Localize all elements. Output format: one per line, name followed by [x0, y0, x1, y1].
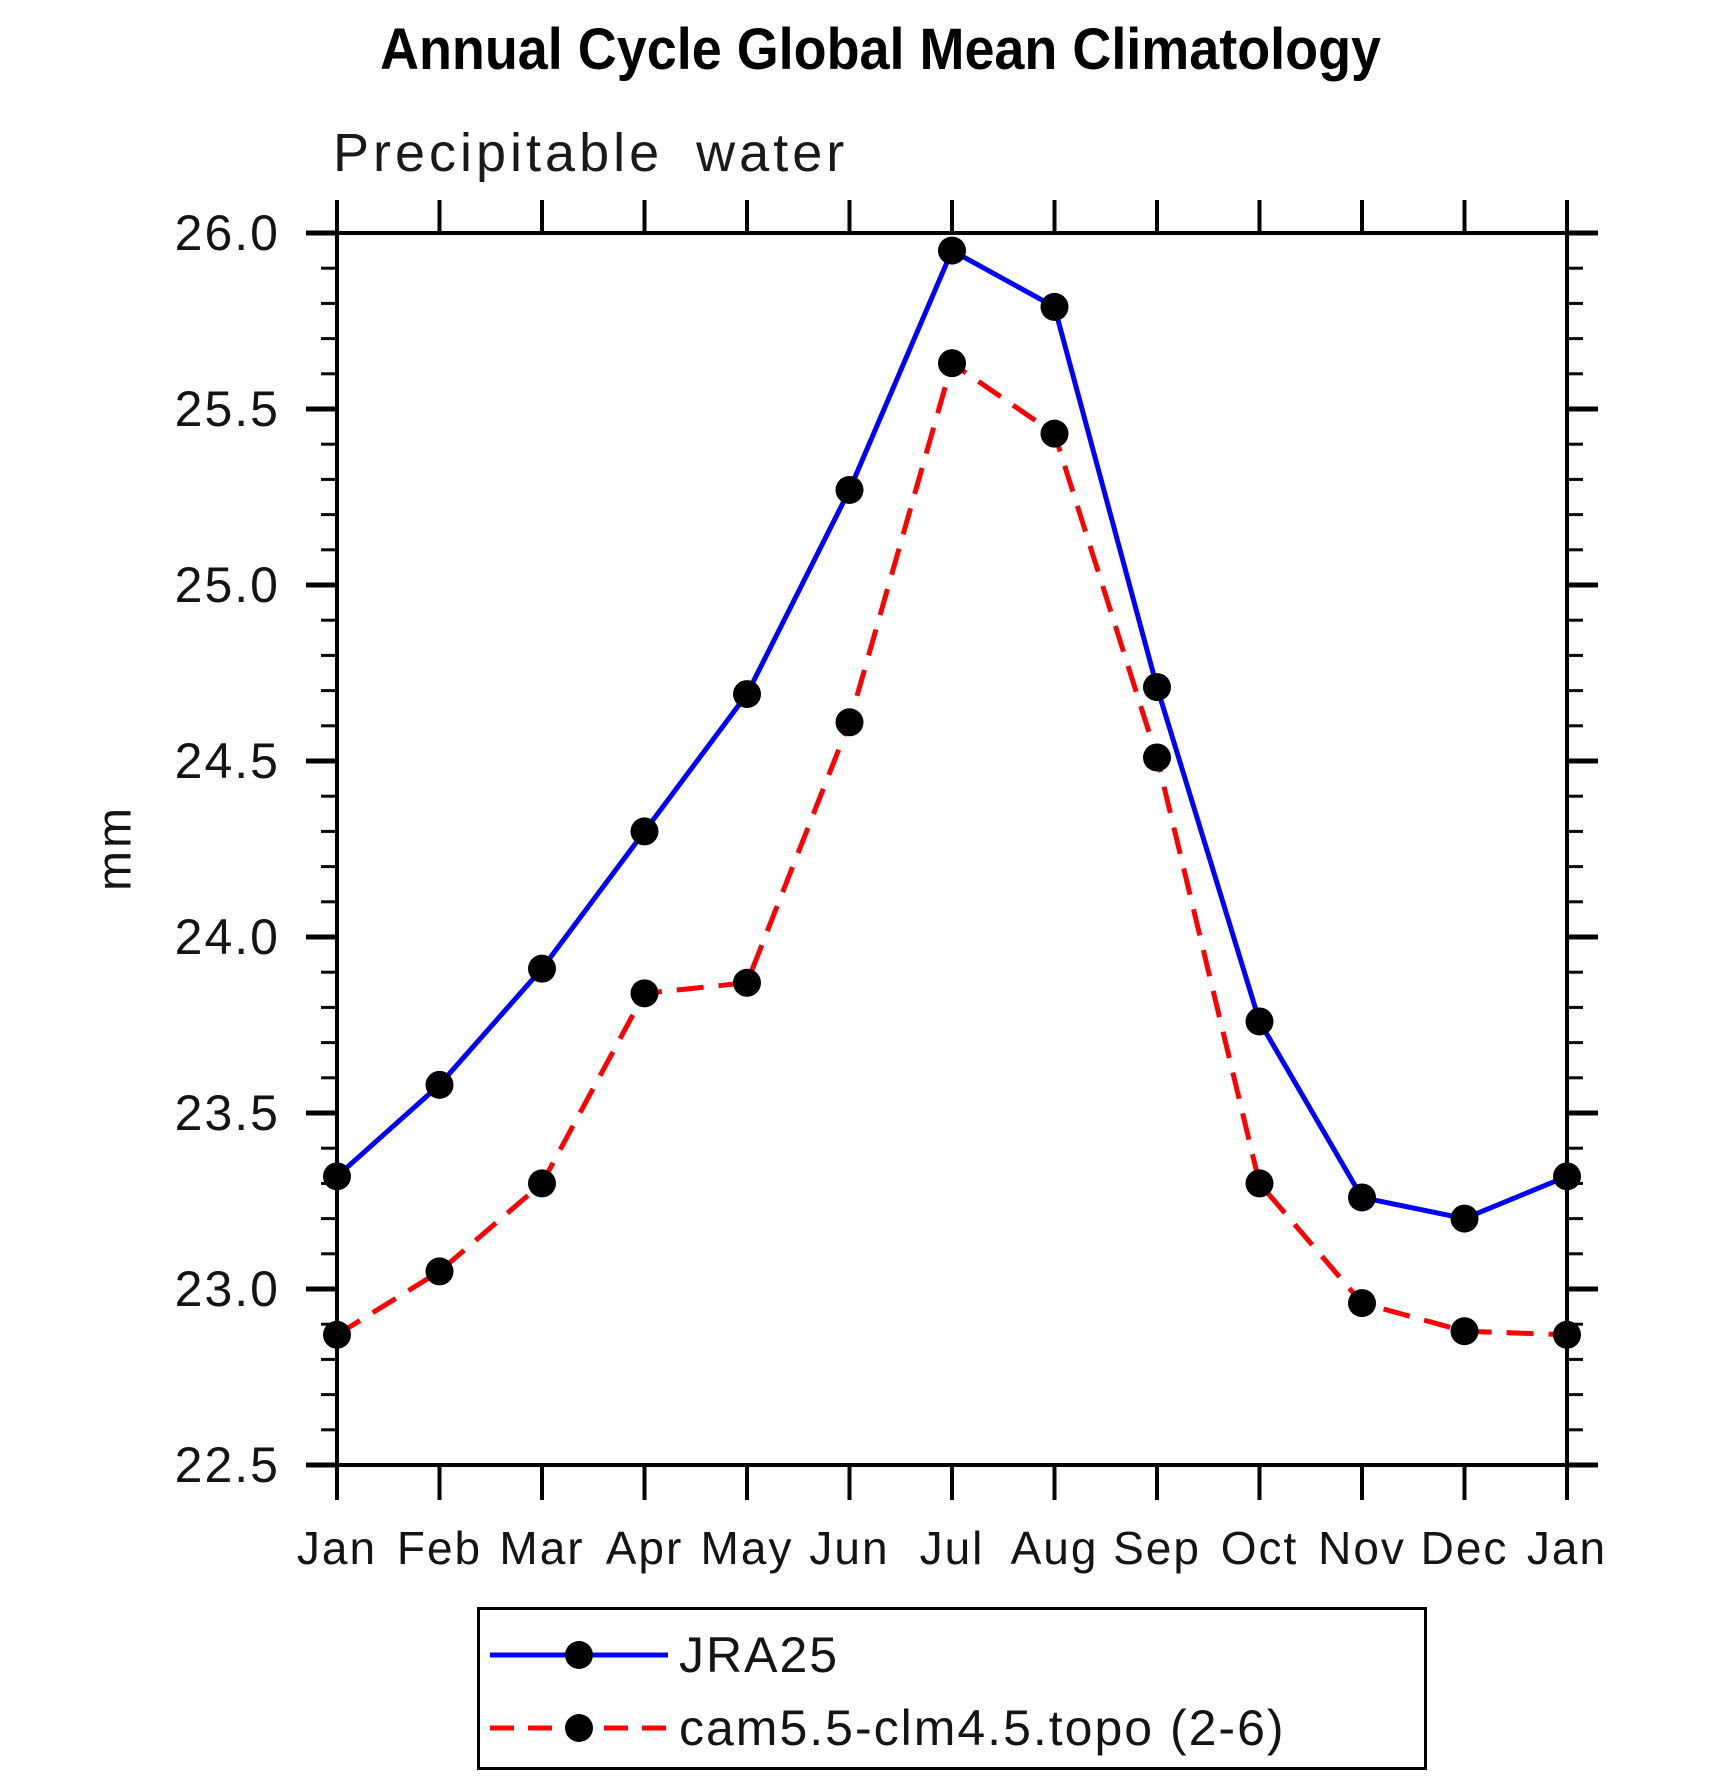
data-point-0-10 — [1348, 1183, 1376, 1212]
series-line-1 — [335, 360, 1568, 1338]
data-point-1-2 — [528, 1169, 556, 1198]
data-point-1-12 — [1553, 1320, 1581, 1349]
x-tick-label: Jan — [1527, 1522, 1607, 1574]
y-tick-label: 24.0 — [175, 909, 280, 965]
x-tick-label: Oct — [1221, 1522, 1299, 1574]
x-tick-label: Jan — [297, 1522, 377, 1574]
data-point-0-6 — [938, 236, 966, 265]
data-point-0-4 — [733, 680, 761, 709]
y-axis-title: mm — [89, 805, 142, 891]
x-tick-label: Mar — [499, 1522, 584, 1574]
data-point-0-9 — [1245, 1007, 1274, 1036]
data-point-1-7 — [1040, 419, 1069, 448]
x-tick-label: Aug — [1011, 1522, 1099, 1574]
legend-item-jra25: JRA25 — [484, 1627, 840, 1683]
x-tick-label: Dec — [1421, 1522, 1509, 1574]
data-point-1-4 — [733, 968, 761, 997]
data-point-1-3 — [630, 979, 659, 1008]
legend-swatch-dashed-line-icon — [490, 1714, 668, 1742]
data-point-1-1 — [425, 1257, 454, 1286]
legend-swatch-solid-line-icon — [490, 1641, 668, 1669]
x-tick-label: Apr — [606, 1522, 684, 1574]
y-tick-label: 23.0 — [175, 1261, 280, 1317]
data-point-1-6 — [938, 349, 966, 378]
y-tick-label: 25.5 — [175, 381, 280, 437]
data-point-1-0 — [323, 1320, 351, 1349]
y-tick-label: 24.5 — [175, 733, 280, 789]
chart-subtitle: Precipitable water — [333, 123, 849, 183]
series-line-0 — [335, 248, 1568, 1222]
x-tick-label: May — [701, 1522, 794, 1574]
chart-title: Annual Cycle Global Mean Climatology — [380, 17, 1382, 82]
y-tick-label: 26.0 — [175, 205, 280, 261]
data-point-0-11 — [1450, 1204, 1479, 1233]
data-point-0-2 — [528, 954, 556, 983]
y-tick-label: 23.5 — [175, 1085, 280, 1141]
data-point-0-3 — [630, 817, 659, 846]
x-tick-label: Feb — [397, 1522, 482, 1574]
data-point-0-12 — [1553, 1162, 1581, 1191]
y-tick-label: 25.0 — [175, 557, 280, 613]
data-point-1-8 — [1143, 743, 1171, 772]
data-point-0-0 — [323, 1162, 351, 1191]
legend: JRA25 cam5.5-clm4.5.topo (2-6) — [477, 1607, 1427, 1770]
x-tick-label: Jun — [809, 1522, 889, 1574]
legend-label-cam: cam5.5-clm4.5.topo (2-6) — [679, 1700, 1286, 1756]
data-point-1-10 — [1348, 1289, 1376, 1318]
data-point-1-11 — [1450, 1317, 1479, 1346]
x-tick-label: Jul — [920, 1522, 985, 1574]
plot-frame — [335, 231, 1569, 1467]
y-tick-label: 22.5 — [175, 1437, 280, 1493]
data-point-0-5 — [835, 475, 864, 504]
data-point-0-8 — [1143, 673, 1171, 702]
x-tick-label: Sep — [1113, 1522, 1201, 1574]
legend-label-jra25: JRA25 — [679, 1627, 840, 1683]
data-point-1-9 — [1245, 1169, 1274, 1198]
legend-item-cam: cam5.5-clm4.5.topo (2-6) — [484, 1700, 1286, 1756]
data-point-0-7 — [1040, 292, 1069, 321]
data-point-0-1 — [425, 1070, 454, 1099]
x-tick-label: Nov — [1318, 1522, 1406, 1574]
data-point-1-5 — [835, 708, 864, 737]
